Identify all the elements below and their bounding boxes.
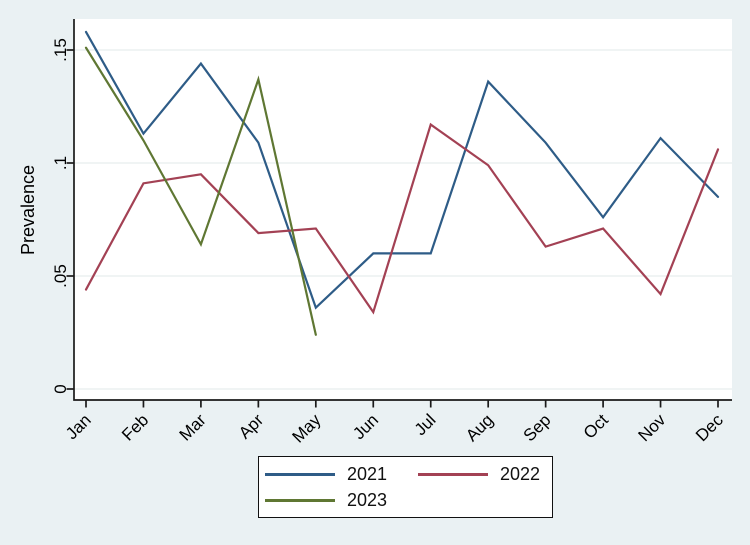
y-axis-title: Prevalence bbox=[18, 165, 38, 255]
x-tick-label: Sep bbox=[520, 410, 555, 445]
legend-label-2022: 2022 bbox=[500, 464, 541, 484]
legend-item-2021: 2021 bbox=[265, 461, 418, 487]
x-tick-label: Mar bbox=[176, 410, 210, 444]
x-tick-label: Apr bbox=[235, 410, 267, 442]
x-tick-label: Oct bbox=[580, 410, 612, 442]
legend-item-2022: 2022 bbox=[418, 461, 548, 487]
series-line-2021 bbox=[84, 30, 720, 310]
series-line-2022 bbox=[84, 122, 720, 315]
legend-line-swatch-2023 bbox=[265, 498, 335, 502]
y-tick-label: 0 bbox=[51, 384, 70, 393]
x-tick-label: May bbox=[288, 410, 324, 446]
x-tick-label: Dec bbox=[692, 410, 727, 445]
x-tick-label: Nov bbox=[635, 410, 670, 445]
x-tick-label: Jan bbox=[62, 410, 95, 443]
legend-label-2021: 2021 bbox=[347, 464, 388, 484]
x-tick-label: Jul bbox=[411, 410, 440, 439]
legend-label-2023: 2023 bbox=[347, 490, 388, 510]
legend-box: 2021 2022 2023 bbox=[258, 456, 553, 518]
y-tick-label: .15 bbox=[51, 38, 70, 62]
x-tick-label: Feb bbox=[118, 410, 152, 444]
legend-item-2023: 2023 bbox=[265, 487, 418, 513]
plot-area bbox=[74, 19, 732, 400]
x-tick-label: Aug bbox=[462, 410, 497, 445]
y-tick-label: .1 bbox=[51, 156, 70, 170]
legend-line-swatch-2022 bbox=[418, 472, 488, 476]
x-tick-label: Jun bbox=[349, 410, 382, 443]
axis-spines bbox=[73, 19, 732, 401]
legend-line-swatch-2021 bbox=[265, 472, 335, 476]
series-line-2023 bbox=[84, 46, 317, 336]
y-tick-label: .05 bbox=[51, 264, 70, 288]
